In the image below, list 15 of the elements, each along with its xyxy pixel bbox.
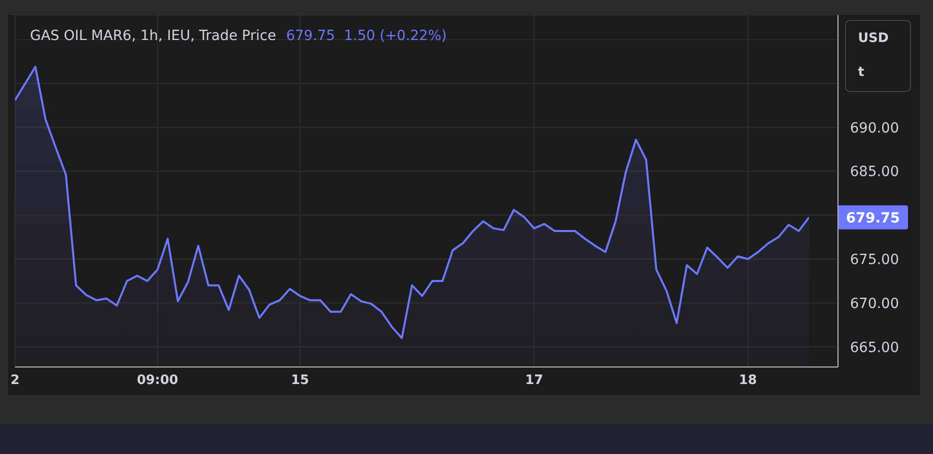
y-tick-label: 670.00 xyxy=(850,296,899,312)
text: USD xyxy=(858,31,889,46)
text: 679.75 1.50 (+0.22%) xyxy=(286,28,447,44)
y-tick-label: 675.00 xyxy=(850,252,899,268)
text: t xyxy=(858,65,864,80)
text: GAS OIL MAR6, 1h, IEU, Trade Price xyxy=(30,28,276,44)
x-tick-label: 2 xyxy=(10,373,20,388)
x-tick-label: 18 xyxy=(738,373,757,388)
x-tick-label: 17 xyxy=(525,373,544,388)
x-tick-label: 15 xyxy=(290,373,310,388)
y-tick-label: 665.00 xyxy=(850,340,899,356)
y-tick-label: 685.00 xyxy=(850,164,899,180)
x-tick-label: 09:00 xyxy=(136,373,178,388)
text: 679.75 xyxy=(846,210,900,226)
y-tick-label: 690.00 xyxy=(850,120,899,136)
